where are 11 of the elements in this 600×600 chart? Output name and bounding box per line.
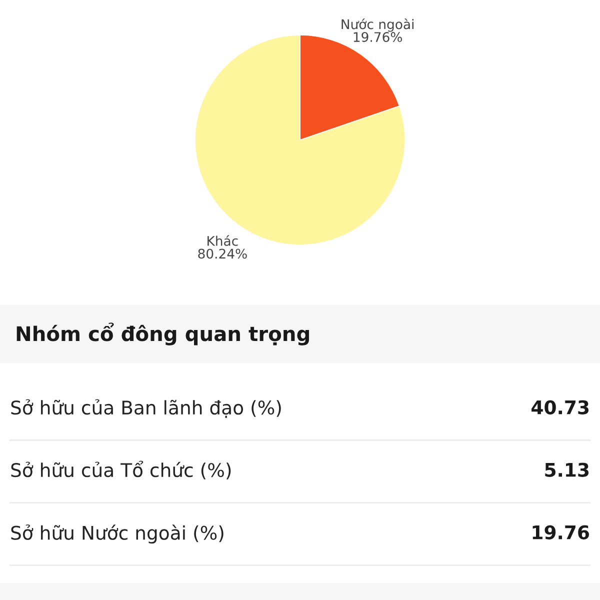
slice-label: Khác (208, 235, 238, 246)
data-label: 19.76 (532, 525, 589, 540)
data-label: 19.76% (354, 32, 402, 42)
data-label: 40.73 (532, 400, 589, 414)
category-label: Sở hữu Nước ngoài (%) (11, 524, 224, 544)
category-label: Sở hữu của Ban lãnh đạo (%) (11, 399, 281, 418)
slice-label: Nước ngoài (342, 18, 414, 32)
data-label: 5.13 (545, 462, 589, 477)
data-label: 80.24% (198, 248, 247, 259)
text: Nhóm cổ đông quan trọng (16, 322, 309, 346)
category-label: Sở hữu của Tổ chức (%) (11, 460, 231, 480)
